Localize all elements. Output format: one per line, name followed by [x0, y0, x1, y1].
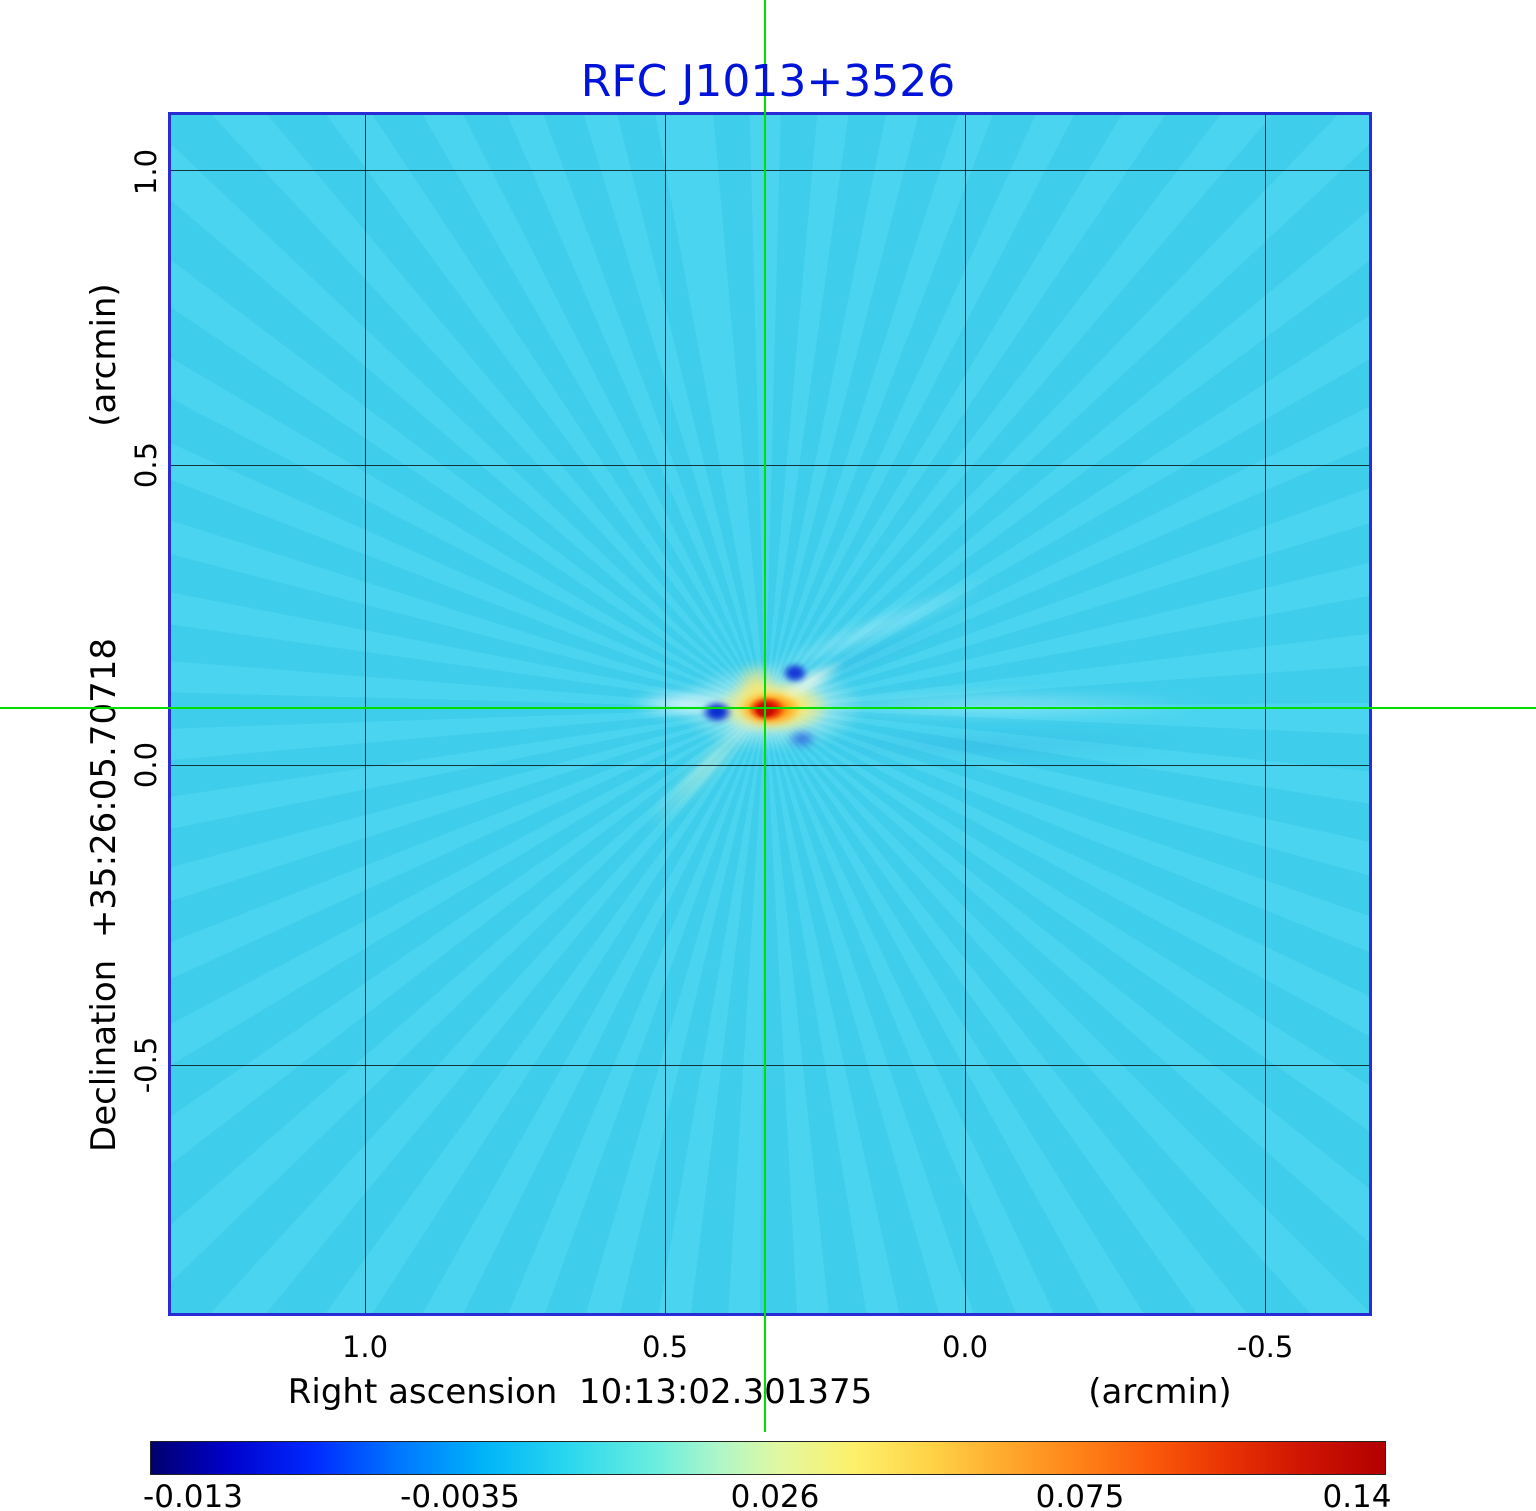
x-axis-unit: (arcmin)	[1088, 1372, 1232, 1412]
gridline-horizontal	[171, 765, 1369, 766]
gridline-vertical	[965, 115, 966, 1313]
colorbar-tick-label: 0.026	[730, 1479, 820, 1511]
colorbar-tick-label: -0.013	[143, 1479, 243, 1511]
x-tick-label: 0.0	[941, 1330, 989, 1364]
y-tick-label: 0.0	[129, 741, 163, 789]
gridline-vertical	[365, 115, 366, 1313]
gridline-horizontal	[171, 465, 1369, 466]
x-axis-label: Right ascension 10:13:02.301375	[287, 1372, 873, 1412]
colorbar-gradient	[150, 1441, 1386, 1475]
y-tick-label: -0.5	[129, 1036, 163, 1094]
gridline-vertical	[1265, 115, 1266, 1313]
gridline-horizontal	[171, 170, 1369, 171]
page-title: RFC J1013+3526	[580, 56, 956, 107]
y-axis-label: Declination +35:26:05.70718	[84, 638, 124, 1152]
artifact-streak-east-dark	[796, 735, 1186, 755]
x-tick-label: -0.5	[1236, 1330, 1294, 1364]
colorbar-tick-label: 0.075	[1035, 1479, 1125, 1511]
y-axis-unit: (arcmin)	[84, 283, 124, 427]
colorbar-tick-label: 0.14	[1322, 1479, 1392, 1511]
gridline-vertical	[665, 115, 666, 1313]
negative-sidelobe-upper-right	[781, 662, 809, 684]
negative-sidelobe-left	[701, 700, 733, 724]
x-tick-label: 0.5	[641, 1330, 689, 1364]
x-tick-label: 1.0	[341, 1330, 389, 1364]
image-panel	[168, 112, 1372, 1316]
crosshair-horizontal-line	[0, 707, 1536, 709]
y-tick-label: 1.0	[129, 148, 163, 196]
colorbar-tick-label: -0.0035	[400, 1479, 520, 1511]
y-tick-label: 0.5	[129, 441, 163, 489]
negative-sidelobe-lower-right	[786, 728, 818, 750]
crosshair-vertical-line	[764, 0, 766, 1432]
gridline-horizontal	[171, 1065, 1369, 1066]
